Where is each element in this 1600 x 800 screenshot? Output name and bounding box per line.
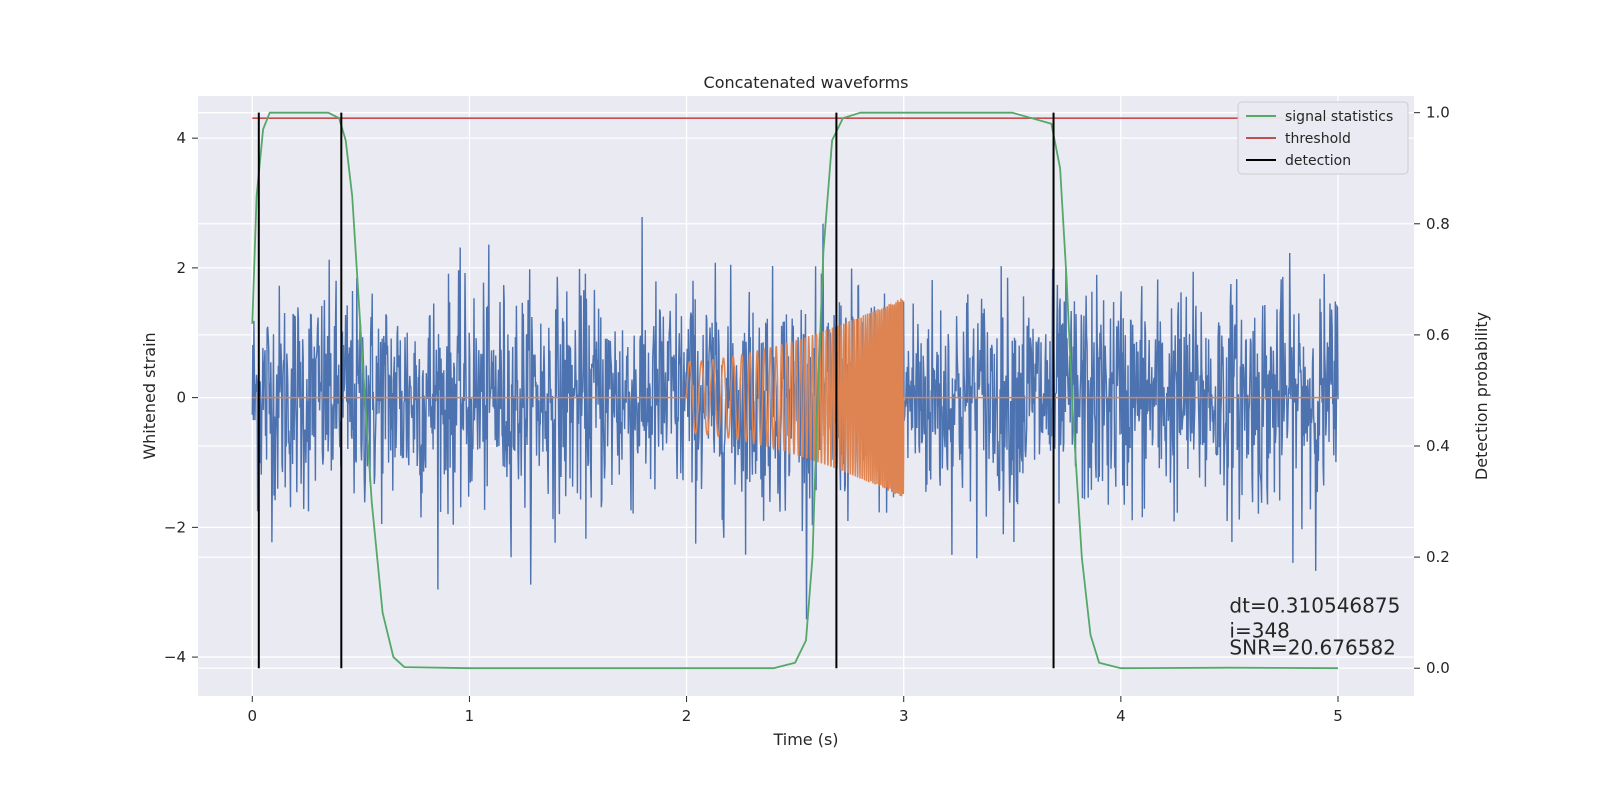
x-axis: 0 1 2 3 4 5 (248, 696, 1343, 725)
x-tick-label: 2 (682, 707, 692, 725)
annotation-text: dt=0.310546875 (1229, 594, 1400, 618)
y-right-tick-label: 0.4 (1426, 437, 1450, 455)
legend-label: signal statistics (1285, 109, 1393, 125)
chart-title: Concatenated waveforms (704, 73, 909, 92)
legend: signal statistics threshold detection (1237, 101, 1409, 175)
y-tick-label: 2 (176, 259, 186, 277)
legend-box (1237, 101, 1409, 175)
y-right-tick-label: 0.2 (1426, 548, 1450, 566)
signal-statistics-line (251, 111, 1339, 670)
y-axis-right: 0.0 0.2 0.4 0.6 0.8 1.0 (1414, 104, 1450, 677)
x-tick-label: 4 (1116, 707, 1126, 725)
data-layer (251, 111, 1339, 670)
y-tick-label: 0 (176, 389, 186, 407)
y-right-tick-label: 1.0 (1426, 104, 1450, 122)
y-tick-label: −2 (164, 518, 186, 536)
x-tick-label: 5 (1333, 707, 1343, 725)
annotation-text: i=348 (1229, 619, 1290, 643)
legend-label: threshold (1285, 131, 1351, 147)
y-axis-right-label: Detection probability (1472, 312, 1491, 480)
x-tick-label: 0 (248, 707, 258, 725)
x-axis-label: Time (s) (772, 730, 838, 749)
y-tick-label: 4 (176, 129, 186, 147)
y-axis-label: Whitened strain (140, 332, 159, 459)
y-tick-label: −4 (164, 648, 186, 666)
y-right-tick-label: 0.0 (1426, 659, 1450, 677)
x-tick-label: 1 (465, 707, 475, 725)
y-right-tick-label: 0.8 (1426, 215, 1450, 233)
legend-label: detection (1285, 153, 1351, 169)
x-tick-label: 3 (899, 707, 909, 725)
series-chirp-line (252, 298, 1338, 497)
y-right-tick-label: 0.6 (1426, 326, 1450, 344)
y-axis-left: −4 −2 0 2 4 (164, 129, 198, 666)
annotation-text: SNR=20.676582 (1229, 635, 1395, 659)
